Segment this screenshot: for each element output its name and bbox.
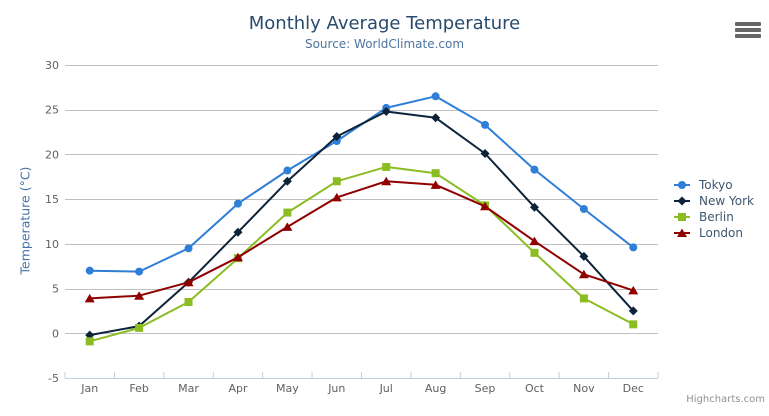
point-tokyo[interactable] <box>85 266 94 275</box>
point-new-york[interactable] <box>332 132 342 142</box>
x-axis-label: Jul <box>379 382 393 395</box>
point-london[interactable] <box>529 236 540 246</box>
point-berlin[interactable] <box>530 248 539 257</box>
series-line-tokyo[interactable] <box>88 95 635 273</box>
point-new-york[interactable] <box>282 176 292 186</box>
y-axis-label: 30 <box>45 59 59 72</box>
point-berlin[interactable] <box>184 297 193 306</box>
point-tokyo[interactable] <box>629 243 638 252</box>
point-berlin[interactable] <box>135 323 144 332</box>
point-new-york[interactable] <box>85 330 95 340</box>
x-axis-label: Sep <box>475 382 496 395</box>
point-tokyo[interactable] <box>135 267 144 276</box>
point-berlin[interactable] <box>431 169 440 178</box>
point-tokyo[interactable] <box>530 165 539 174</box>
point-new-york[interactable] <box>579 251 589 261</box>
point-london[interactable] <box>331 192 342 202</box>
point-berlin[interactable] <box>283 208 292 217</box>
point-tokyo[interactable] <box>233 199 242 208</box>
point-london[interactable] <box>480 201 491 211</box>
credits-link[interactable]: Highcharts.com <box>686 394 765 405</box>
y-axis-title: Temperature (°C) <box>17 166 33 275</box>
legend-label: Berlin <box>699 210 734 224</box>
diamond-legend-marker-icon <box>674 196 690 206</box>
square-legend-marker-icon <box>674 213 690 221</box>
y-axis-label: 25 <box>45 104 59 117</box>
legend-item-london[interactable]: London <box>674 225 754 241</box>
point-berlin[interactable] <box>382 162 391 171</box>
y-axis-label: 15 <box>45 193 59 206</box>
legend-label: Tokyo <box>699 178 733 192</box>
point-tokyo[interactable] <box>283 166 292 175</box>
point-london[interactable] <box>578 269 589 279</box>
point-tokyo[interactable] <box>431 92 440 101</box>
hamburger-icon <box>735 34 761 38</box>
point-london[interactable] <box>282 222 293 231</box>
legend-item-tokyo[interactable]: Tokyo <box>674 177 754 193</box>
x-axis-label: Jun <box>327 382 345 395</box>
point-london[interactable] <box>628 285 639 295</box>
x-axis-label: Aug <box>425 382 446 395</box>
circle-legend-marker-icon <box>674 181 690 189</box>
point-london[interactable] <box>381 176 392 186</box>
point-london[interactable] <box>232 252 243 262</box>
point-new-york[interactable] <box>480 149 490 159</box>
point-tokyo[interactable] <box>184 244 193 253</box>
y-axis-label: 20 <box>45 148 59 161</box>
point-new-york[interactable] <box>529 202 539 212</box>
point-london[interactable] <box>134 291 145 300</box>
x-axis-label: May <box>276 382 299 395</box>
triangle-legend-marker-icon <box>674 228 690 237</box>
y-axis-label: 10 <box>45 238 59 251</box>
point-new-york[interactable] <box>381 107 391 117</box>
point-new-york[interactable] <box>233 227 243 237</box>
hamburger-icon <box>735 22 761 26</box>
x-axis-label: Feb <box>129 382 148 395</box>
chart-title: Monthly Average Temperature <box>248 13 521 34</box>
legend: Tokyo New York Berlin London <box>674 177 754 241</box>
point-berlin[interactable] <box>85 337 94 346</box>
point-london[interactable] <box>183 277 194 287</box>
x-axis-label: Jan <box>80 382 98 395</box>
point-tokyo[interactable] <box>579 204 588 213</box>
legend-item-new-york[interactable]: New York <box>674 193 754 209</box>
context-menu-button[interactable] <box>735 22 761 38</box>
point-berlin[interactable] <box>629 320 638 329</box>
x-axis-label: Dec <box>623 382 644 395</box>
point-london[interactable] <box>84 293 95 303</box>
y-axis-label: 0 <box>52 327 59 340</box>
chart-subtitle: Source: WorldClimate.com <box>304 37 465 51</box>
point-london[interactable] <box>430 180 441 189</box>
legend-label: New York <box>699 194 754 208</box>
point-new-york[interactable] <box>431 113 441 123</box>
y-axis-label: 5 <box>52 283 59 296</box>
x-axis-label: Mar <box>178 382 199 395</box>
series-line-berlin[interactable] <box>88 165 635 343</box>
point-tokyo[interactable] <box>481 120 490 129</box>
legend-item-berlin[interactable]: Berlin <box>674 209 754 225</box>
y-axis-label: -5 <box>48 372 59 385</box>
series-line-london[interactable] <box>88 180 635 300</box>
series-line-new-york[interactable] <box>88 110 635 337</box>
point-new-york[interactable] <box>628 306 638 316</box>
point-berlin[interactable] <box>332 177 341 186</box>
x-axis-label: Apr <box>228 382 248 395</box>
point-berlin[interactable] <box>579 294 588 303</box>
legend-label: London <box>699 226 743 240</box>
hamburger-icon <box>735 28 761 32</box>
x-axis-label: Nov <box>573 382 595 395</box>
x-axis-label: Oct <box>525 382 545 395</box>
